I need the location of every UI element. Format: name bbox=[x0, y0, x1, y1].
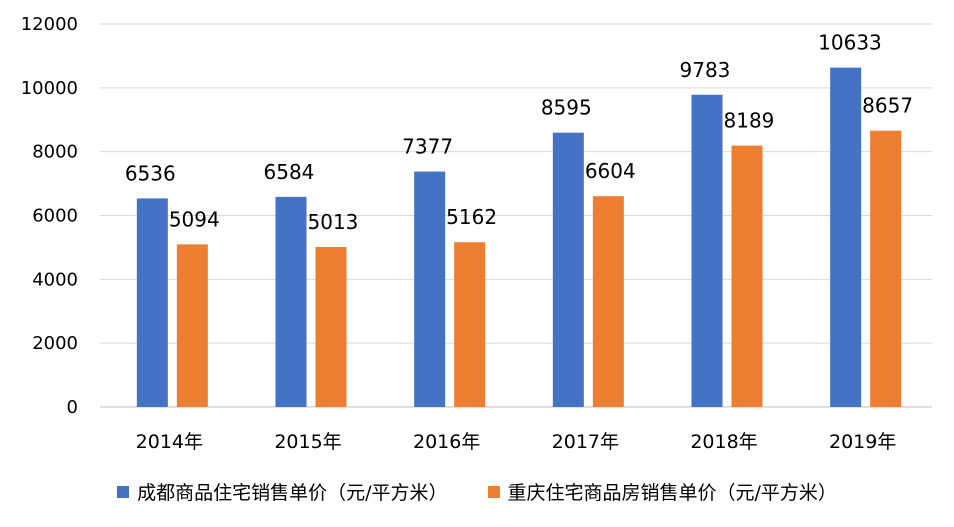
bar-chengdu bbox=[414, 171, 446, 407]
bar-chengdu bbox=[830, 67, 862, 408]
bar-chongqing bbox=[870, 130, 902, 407]
data-label-chengdu: 9783 bbox=[680, 58, 731, 82]
data-label-chengdu: 7377 bbox=[402, 135, 453, 159]
y-tick-label: 6000 bbox=[32, 206, 78, 227]
data-label-chengdu: 6536 bbox=[125, 161, 176, 185]
legend-label-chongqing: 重庆住宅商品房销售单价（元/平方米） bbox=[507, 482, 837, 504]
x-category-label: 2017年 bbox=[552, 431, 619, 453]
x-category-label: 2016年 bbox=[413, 431, 480, 453]
bar-chengdu bbox=[275, 196, 307, 407]
bar-chart: 0 2000 4000 6000 8000 10000 12000 6536 5094 6584… bbox=[21, 14, 932, 453]
data-label-chengdu: 8595 bbox=[541, 96, 592, 120]
y-tick-label: 8000 bbox=[32, 142, 78, 163]
data-label-chongqing: 5013 bbox=[308, 210, 359, 234]
y-tick-label: 2000 bbox=[32, 333, 78, 354]
legend-item-chengdu: 成都商品住宅销售单价（元/平方米） bbox=[117, 478, 448, 505]
y-tick-label: 0 bbox=[67, 397, 78, 418]
bar-chongqing bbox=[315, 247, 347, 407]
data-label-chongqing: 8189 bbox=[724, 109, 775, 133]
y-tick-label: 10000 bbox=[21, 78, 78, 99]
bar-chongqing bbox=[454, 242, 486, 407]
data-label-chongqing: 6604 bbox=[585, 159, 636, 183]
bar-chengdu bbox=[136, 198, 168, 407]
legend-swatch-chongqing bbox=[487, 485, 500, 498]
legend-item-chongqing: 重庆住宅商品房销售单价（元/平方米） bbox=[487, 478, 837, 505]
legend-swatch-chengdu bbox=[117, 485, 130, 498]
data-label-chongqing: 5162 bbox=[446, 205, 497, 229]
bar-chongqing bbox=[731, 145, 763, 408]
legend-label-chengdu: 成都商品住宅销售单价（元/平方米） bbox=[137, 482, 448, 504]
bar-chengdu bbox=[691, 94, 723, 407]
data-label-chengdu: 6584 bbox=[264, 160, 315, 184]
y-axis-ticks: 0 2000 4000 6000 8000 10000 12000 bbox=[21, 14, 78, 418]
x-category-label: 2018年 bbox=[690, 431, 757, 453]
legend: 成都商品住宅销售单价（元/平方米） 重庆住宅商品房销售单价（元/平方米） bbox=[0, 478, 954, 505]
data-label-chongqing: 5094 bbox=[169, 207, 220, 231]
y-tick-label: 12000 bbox=[21, 14, 78, 35]
x-category-label: 2014年 bbox=[136, 431, 203, 453]
data-label-chongqing: 8657 bbox=[862, 94, 913, 118]
data-labels: 6536 5094 6584 5013 7377 5162 8595 6604 9783 8189… bbox=[125, 31, 913, 234]
x-category-label: 2019年 bbox=[829, 431, 896, 453]
gridlines bbox=[100, 23, 932, 408]
x-axis-categories: 2014年 2015年 2016年 2017年 2018年 2019年 bbox=[136, 431, 897, 453]
bar-chongqing bbox=[592, 196, 624, 407]
x-category-label: 2015年 bbox=[274, 431, 341, 453]
bar-chongqing bbox=[176, 244, 208, 407]
bars bbox=[136, 67, 902, 408]
y-tick-label: 4000 bbox=[32, 269, 78, 290]
bar-chengdu bbox=[552, 132, 584, 407]
data-label-chengdu: 10633 bbox=[818, 31, 882, 55]
